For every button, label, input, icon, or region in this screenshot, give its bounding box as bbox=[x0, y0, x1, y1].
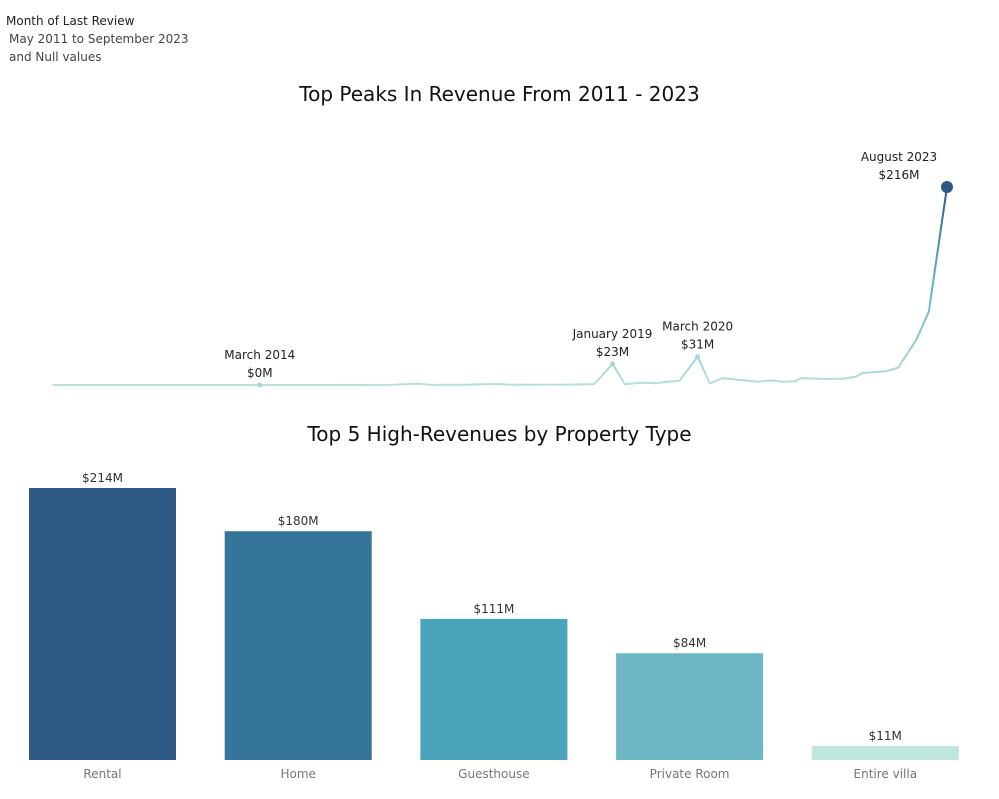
category-tick-label: Entire villa bbox=[854, 767, 918, 781]
filter-title: Month of Last Review bbox=[6, 14, 135, 28]
category-tick-label: Home bbox=[280, 767, 315, 781]
peak-date-label: March 2020 bbox=[662, 320, 733, 334]
bar-value-label: $214M bbox=[82, 471, 123, 485]
bar-value-label: $11M bbox=[869, 729, 902, 743]
peak-value-label: $0M bbox=[247, 366, 273, 380]
category-tick-label: Guesthouse bbox=[458, 767, 529, 781]
peak-value-label: $31M bbox=[681, 338, 714, 352]
bar-entire-villa[interactable] bbox=[811, 746, 959, 760]
revenue-line-chart: March 2014 $0M January 2019 $23M March 2020 $… bbox=[52, 150, 953, 388]
revenue-series-line bbox=[52, 186, 948, 386]
peak-value-label: $23M bbox=[596, 345, 629, 359]
bar-value-label: $111M bbox=[473, 602, 514, 616]
bar-value-label: $180M bbox=[278, 514, 319, 528]
filter-legend: Month of Last Review May 2011 to Septemb… bbox=[6, 12, 189, 66]
peak-point[interactable] bbox=[941, 181, 953, 193]
bar-value-label: $84M bbox=[673, 636, 706, 650]
peak-date-label: January 2019 bbox=[572, 327, 653, 341]
peak-point[interactable] bbox=[695, 354, 701, 360]
bar-chart-title: Top 5 High-Revenues by Property Type bbox=[307, 422, 692, 446]
category-tick-label: Private Room bbox=[650, 767, 730, 781]
filter-range: May 2011 to September 2023 bbox=[9, 32, 189, 46]
peak-point[interactable] bbox=[610, 361, 616, 367]
peak-point[interactable] bbox=[257, 382, 263, 388]
peak-date-label: August 2023 bbox=[861, 150, 937, 164]
bar-private-room[interactable] bbox=[616, 653, 764, 760]
bar-guesthouse[interactable] bbox=[420, 618, 568, 760]
peak-value-label: $216M bbox=[879, 168, 920, 182]
category-tick-label: Rental bbox=[83, 767, 121, 781]
line-chart-title: Top Peaks In Revenue From 2011 - 2023 bbox=[299, 82, 700, 106]
bar-rental[interactable] bbox=[29, 488, 176, 760]
filter-null-note: and Null values bbox=[9, 50, 102, 64]
peak-date-label: March 2014 bbox=[224, 348, 295, 362]
bar-home[interactable] bbox=[224, 531, 372, 760]
